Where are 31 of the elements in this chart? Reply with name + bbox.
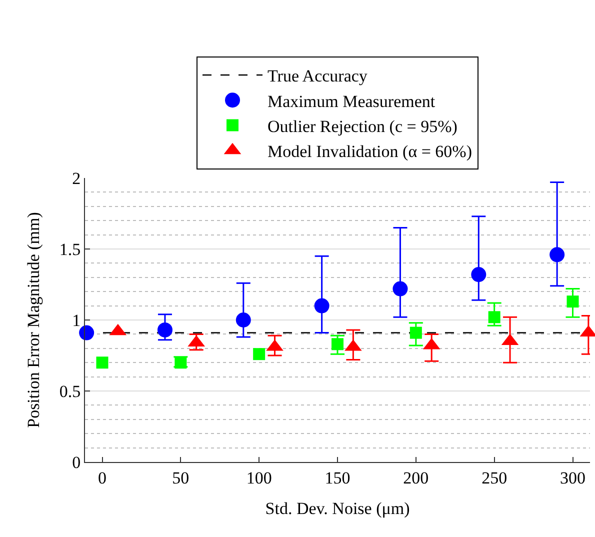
x-tick-label: 0 — [98, 468, 106, 488]
point — [488, 311, 500, 324]
point — [314, 298, 330, 314]
point — [157, 322, 172, 338]
x-axis-title: Std. Dev. Noise (μm) — [265, 498, 410, 518]
point — [550, 247, 565, 262]
y-tick-label: 2 — [72, 168, 81, 188]
point — [410, 326, 422, 339]
x-tick-label: 100 — [246, 468, 272, 488]
legend-label: Model Invalidation (α = 60%) — [268, 142, 472, 161]
x-tick-label: 50 — [172, 468, 190, 488]
legend-label: True Accuracy — [268, 66, 368, 86]
x-tick-label: 300 — [560, 468, 586, 488]
y-axis-title: Position Error Magnitude (mm) — [24, 212, 43, 428]
point — [96, 356, 108, 369]
x-tick-label: 250 — [482, 468, 508, 488]
point — [332, 338, 344, 350]
y-tick-label: 1.5 — [59, 240, 81, 259]
point — [392, 281, 408, 296]
point — [236, 312, 251, 328]
point — [253, 348, 266, 360]
y-tick-label: 0.5 — [59, 382, 81, 401]
point — [79, 325, 94, 340]
x-tick-label: 200 — [403, 468, 429, 488]
y-tick-label: 0 — [72, 452, 81, 472]
x-tick-label: 150 — [324, 468, 350, 488]
legend-label: Outlier Rejection (c = 95%) — [268, 116, 458, 136]
y-tick-label: 1 — [72, 310, 81, 330]
point — [471, 267, 486, 282]
legend-label: Maximum Measurement — [268, 92, 436, 111]
point — [566, 296, 579, 308]
